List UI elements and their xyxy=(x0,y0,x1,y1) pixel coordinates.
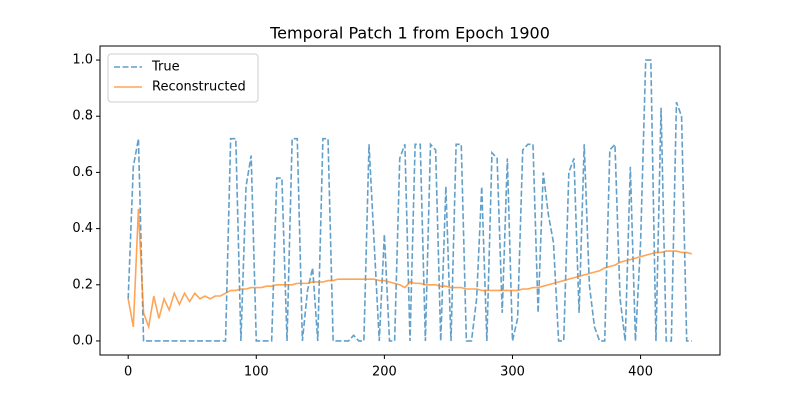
chart-title: Temporal Patch 1 from Epoch 1900 xyxy=(269,24,550,43)
legend-label: Reconstructed xyxy=(152,80,246,95)
y-tick-label: 1.0 xyxy=(72,53,93,68)
x-tick-label: 200 xyxy=(372,365,397,380)
x-tick-label: 100 xyxy=(244,365,269,380)
y-tick-label: 0.8 xyxy=(72,109,93,124)
x-tick-label: 400 xyxy=(628,365,653,380)
y-tick-label: 0.0 xyxy=(72,333,93,348)
x-tick-label: 0 xyxy=(124,365,132,380)
y-tick-label: 0.2 xyxy=(72,277,93,292)
legend-box xyxy=(107,53,259,103)
y-tick-label: 0.4 xyxy=(72,221,93,236)
y-tick-label: 0.6 xyxy=(72,165,93,180)
x-tick-label: 300 xyxy=(500,365,525,380)
series-line xyxy=(127,59,692,342)
plot-frame xyxy=(99,45,721,356)
series-line xyxy=(127,208,693,331)
legend-label: True xyxy=(151,60,180,75)
